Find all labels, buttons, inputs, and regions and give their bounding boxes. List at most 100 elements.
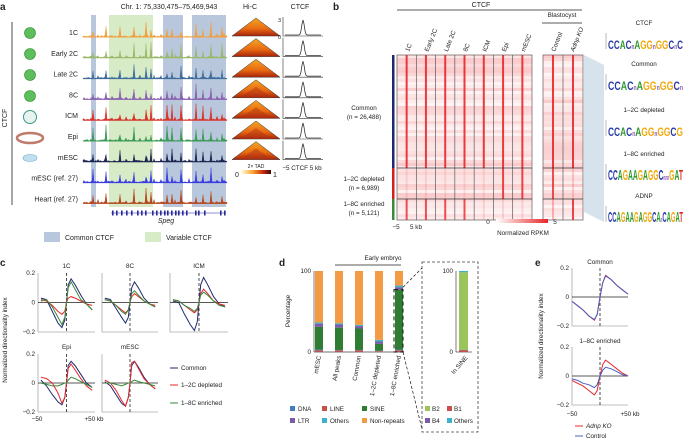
category-label: mESC bbox=[313, 355, 323, 375]
blastocyst-icon bbox=[24, 111, 37, 124]
motif-logo: CCACnAGGnGGCn bbox=[608, 79, 683, 93]
track-label: Heart (ref. 27) bbox=[34, 196, 78, 203]
ctcf-profile-x-label: −5 CTCF 5 kb bbox=[282, 165, 322, 172]
bar-segment-dna bbox=[315, 350, 323, 351]
exon bbox=[175, 211, 177, 216]
heatmap-peak bbox=[572, 55, 574, 168]
y-tick-label: −0.2 bbox=[23, 409, 36, 416]
subplot-title: Epi bbox=[62, 344, 71, 351]
motif-connector bbox=[584, 55, 604, 222]
panel-label-b: b bbox=[333, 2, 339, 13]
panel-label-e: e bbox=[535, 258, 541, 269]
inset-segment-b1 bbox=[459, 350, 468, 352]
bar-segment-sine bbox=[335, 328, 343, 350]
y-tick-label: 0.2 bbox=[26, 351, 35, 358]
group-bar-depleted bbox=[392, 168, 395, 199]
common-ctcf-region bbox=[192, 15, 226, 207]
hic-title: Hi-C bbox=[243, 4, 257, 11]
column-label: Early 2C bbox=[424, 27, 440, 52]
ctcf-side-label: CTCF bbox=[2, 109, 9, 128]
bar-segment-sine bbox=[315, 327, 323, 350]
panel-a: Chr. 1: 75,330,475–75,469,943 Hi-C CTCF … bbox=[2, 4, 323, 242]
heatmap-peak bbox=[444, 168, 446, 199]
ctcf-profile-axis bbox=[283, 58, 323, 77]
track-label: Early 2C bbox=[51, 51, 78, 58]
bar-segment-line bbox=[375, 351, 383, 352]
y-tick-label: 0.2 bbox=[560, 344, 569, 351]
exon bbox=[126, 211, 128, 216]
legend-swatch-variable-ctcf bbox=[145, 232, 161, 242]
bar-segment-non-repeats bbox=[355, 271, 363, 325]
track-label: 8C bbox=[69, 92, 78, 99]
c-y-label: Normalized directionality index bbox=[2, 296, 9, 382]
y-tick-label: −0.2 bbox=[557, 402, 570, 409]
y-tick-label: 0.2 bbox=[26, 270, 35, 277]
heatmap-peak bbox=[572, 168, 574, 199]
legend-common-ctcf: Common CTCF bbox=[65, 235, 114, 242]
group-common-n: (n = 26,488) bbox=[347, 114, 381, 121]
y-tick-label: 0.2 bbox=[560, 265, 569, 272]
bar-segment-others bbox=[315, 322, 323, 323]
y-tick-label: 100 bbox=[442, 268, 453, 275]
exon bbox=[167, 211, 169, 216]
motif-title: ADNP bbox=[635, 193, 653, 200]
column-label: 8C bbox=[462, 42, 472, 53]
legend-swatch-common-ctcf bbox=[44, 232, 60, 242]
heatmap-x-left: −5 bbox=[392, 224, 400, 231]
ctcf-profile-axis bbox=[283, 79, 323, 98]
exon bbox=[131, 211, 133, 216]
column-label: 1C bbox=[404, 42, 414, 53]
bar-segment-ltr bbox=[375, 341, 383, 343]
heatmap-peak bbox=[521, 199, 523, 220]
heatmap-peak bbox=[444, 199, 446, 220]
column-label: Adnp KO bbox=[569, 26, 585, 53]
early-embryo-label: Early embryo bbox=[364, 255, 402, 262]
c-x-left: −50 bbox=[32, 416, 43, 423]
y-tick-label: 0 bbox=[449, 349, 453, 356]
motif-logo: CCACnAGGnGGCG bbox=[608, 125, 683, 139]
exon bbox=[195, 211, 197, 216]
exon bbox=[186, 211, 188, 216]
y-tick-label: 0 bbox=[565, 373, 569, 380]
subplot-title: 1C bbox=[62, 263, 71, 270]
inset-segment-b2 bbox=[459, 272, 468, 350]
exon bbox=[152, 211, 154, 216]
legend-swatch bbox=[362, 418, 367, 423]
legend-label: SINE bbox=[370, 406, 385, 413]
ctcf-profile-line bbox=[285, 61, 321, 76]
ctcf-profile-title: CTCF bbox=[291, 4, 310, 11]
group-common-label: Common bbox=[351, 105, 377, 112]
bar-segment-non-repeats bbox=[335, 271, 343, 323]
subplot-title: mESC bbox=[121, 344, 140, 351]
e-x-right: +50 kb bbox=[620, 411, 640, 418]
heatmap-header: CTCF bbox=[472, 2, 491, 9]
heatmap-peak bbox=[444, 55, 446, 168]
heatmap-x-right: 5 kb bbox=[410, 224, 422, 231]
e-x-left: −50 bbox=[567, 411, 578, 418]
ctcf-profile-axis bbox=[283, 120, 323, 139]
legend-swatch bbox=[362, 406, 367, 411]
motif-logo: CCACnAGGnGGCnC bbox=[608, 38, 683, 52]
ctcf-axis-bottom: 0 bbox=[278, 35, 281, 41]
zoom-line bbox=[403, 268, 422, 287]
column-label: Epi bbox=[501, 42, 511, 53]
heatmap-peak bbox=[425, 199, 427, 220]
hic-scale-max: 1 bbox=[273, 172, 277, 179]
ctcf-profile-line bbox=[285, 102, 321, 117]
exon bbox=[141, 211, 143, 216]
legend-swatch bbox=[290, 406, 295, 411]
category-label: In SINE bbox=[450, 355, 469, 376]
exon bbox=[171, 211, 173, 216]
zoom-line bbox=[403, 352, 422, 429]
legend-variable-ctcf: Variable CTCF bbox=[166, 235, 212, 242]
exon bbox=[160, 211, 162, 216]
bar-segment-sine bbox=[395, 290, 403, 350]
heatmap-peak bbox=[483, 199, 485, 220]
legend-label: LTR bbox=[298, 418, 310, 425]
category-label: All peaks bbox=[332, 355, 343, 381]
legend-swatch bbox=[447, 406, 452, 411]
heatmap-peak bbox=[406, 168, 408, 199]
exon bbox=[112, 211, 114, 216]
